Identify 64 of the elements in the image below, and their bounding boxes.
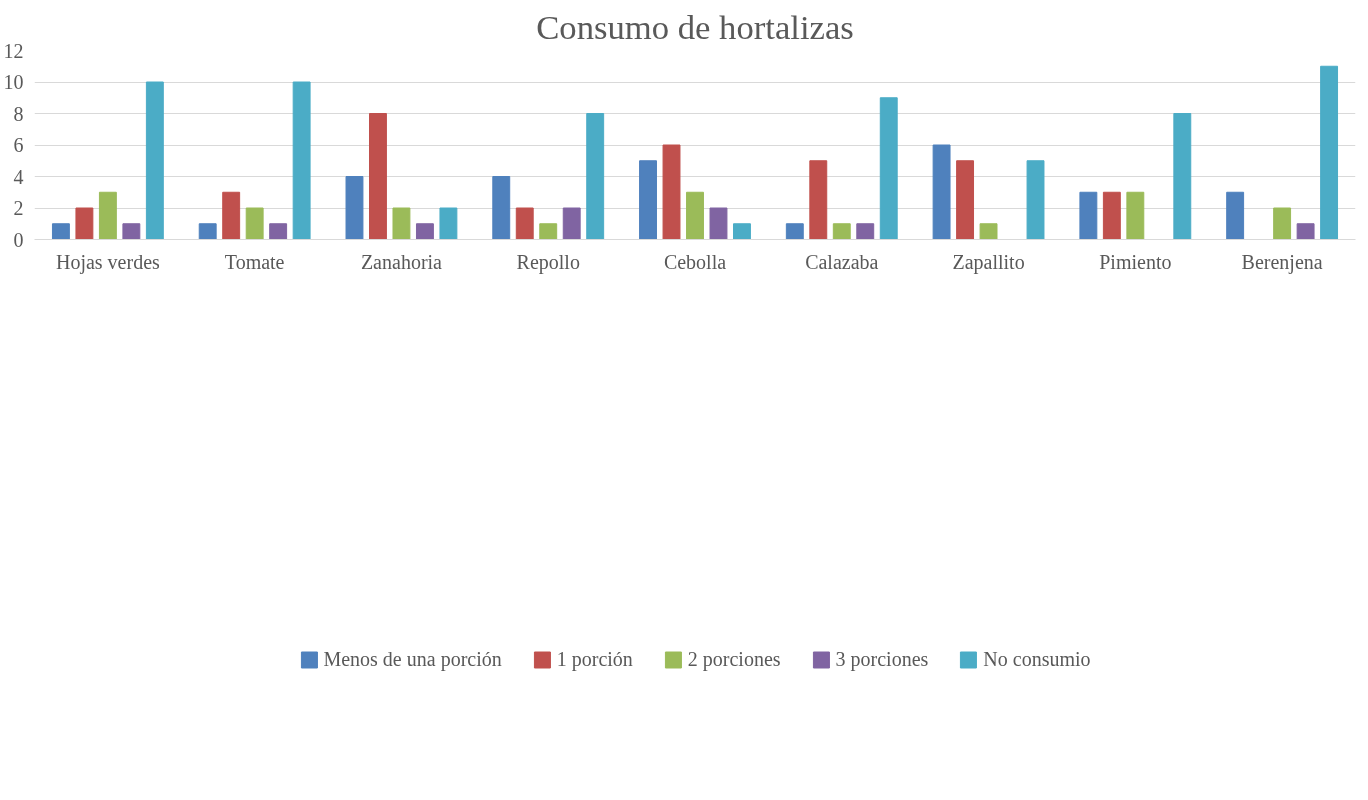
bar	[539, 223, 558, 240]
bar	[245, 207, 264, 240]
bar	[1320, 65, 1339, 240]
y-tick-label: 12	[3, 39, 24, 62]
bar	[1102, 191, 1121, 240]
bar	[979, 223, 998, 240]
bar	[1079, 191, 1098, 240]
bar	[222, 191, 241, 240]
bar	[492, 176, 511, 240]
x-tick-label: Zanahoria	[360, 250, 443, 273]
bar	[198, 223, 217, 240]
bar	[98, 191, 117, 240]
bar	[733, 223, 751, 240]
legend-label: 3 porciones	[835, 647, 929, 671]
y-tick-label: 8	[13, 102, 24, 125]
legend-label: No consumio	[983, 647, 1091, 671]
y-tick-label: 2	[13, 197, 24, 219]
bar	[879, 97, 898, 240]
y-tick-label: 10	[3, 71, 24, 93]
bar	[439, 207, 458, 240]
chart-title: Consumo de hortalizas	[536, 7, 854, 46]
bar	[1273, 207, 1292, 240]
bar	[586, 113, 605, 240]
bar	[709, 207, 728, 240]
bar	[932, 144, 951, 240]
bar	[122, 223, 141, 240]
bar	[809, 160, 828, 240]
bar	[1226, 191, 1245, 240]
x-tick-label: Pimiento	[1099, 250, 1172, 273]
bar	[392, 207, 411, 240]
legend-label: Menos de una porción	[323, 647, 502, 671]
y-tick-label: 0	[13, 228, 24, 251]
x-tick-label: Berenjena	[1241, 250, 1323, 274]
bar	[145, 81, 164, 240]
bar	[956, 160, 975, 240]
x-tick-label: Tomate	[224, 250, 285, 273]
x-tick-label: Zapallito	[952, 250, 1025, 274]
y-tick-label: 4	[13, 165, 24, 188]
bar	[369, 113, 387, 240]
bar	[1126, 191, 1145, 240]
x-tick-label: Calazaba	[805, 250, 879, 273]
legend-label: 2 porciones	[687, 647, 781, 671]
bar	[345, 176, 364, 240]
bar	[269, 223, 288, 240]
y-tick-label: 6	[13, 134, 24, 156]
bar	[785, 223, 804, 240]
bar	[562, 207, 581, 240]
bar	[639, 160, 657, 240]
bar	[856, 223, 875, 240]
bar	[662, 144, 681, 240]
bar	[75, 207, 94, 240]
x-tick-label: Cebolla	[663, 250, 727, 273]
legend-label: 1 porción	[556, 647, 633, 671]
bar	[1173, 113, 1192, 240]
x-tick-label: Repollo	[516, 250, 580, 274]
bar	[292, 81, 311, 240]
bar	[515, 207, 534, 240]
bar	[51, 223, 70, 240]
x-tick-label: Hojas verdes	[55, 250, 161, 274]
bar	[1026, 160, 1045, 240]
bar	[1296, 223, 1315, 240]
bar	[832, 223, 851, 240]
bar	[686, 191, 704, 240]
bar	[415, 223, 434, 240]
